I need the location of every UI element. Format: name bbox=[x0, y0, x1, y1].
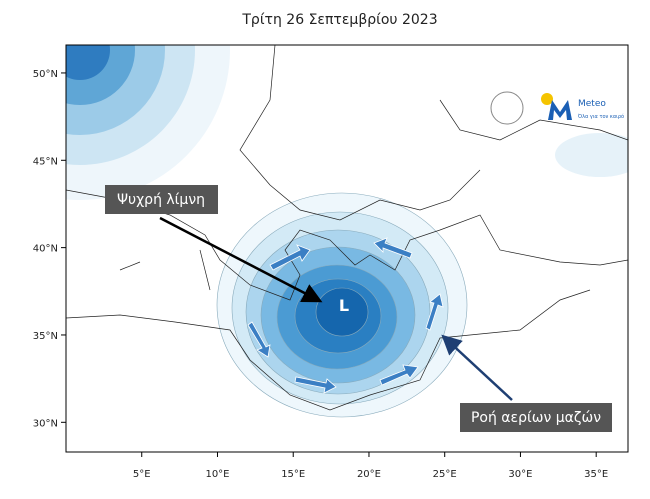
contour bbox=[555, 133, 628, 177]
x-tick-label: 15°E bbox=[281, 469, 305, 480]
flow-arrows bbox=[247, 237, 444, 394]
label-box bbox=[460, 403, 612, 432]
title: Τρίτη 26 Σεπτεμβρίου 2023 bbox=[241, 12, 437, 28]
cold-pool-label: Ψυχρή λίμνη bbox=[117, 192, 205, 208]
map-area: L Ψυχρή λίμνη Ροή αερίων μαζών Meteo Όλα… bbox=[66, 45, 628, 432]
emblem bbox=[490, 91, 524, 125]
upper-low-contours bbox=[66, 45, 230, 200]
arrow bbox=[441, 334, 513, 401]
logo-sun bbox=[541, 93, 553, 105]
arrow bbox=[159, 216, 323, 303]
logo-tagline: Όλα για τον καιρό bbox=[577, 113, 624, 120]
y-tick-label: 30°N bbox=[33, 418, 58, 429]
flow-label: Ροή αερίων μαζών bbox=[471, 410, 601, 426]
x-tick-label: 20°E bbox=[357, 469, 381, 480]
x-tick-label: 30°E bbox=[508, 469, 532, 480]
frame bbox=[65, 44, 629, 453]
label-box bbox=[105, 185, 218, 214]
logo-name: Meteo bbox=[578, 99, 606, 109]
y-tick-label: 50°N bbox=[33, 69, 58, 80]
x-tick-label: 25°E bbox=[433, 469, 457, 480]
y-tick-label: 45°N bbox=[33, 156, 58, 167]
y-tick-label: 40°N bbox=[33, 244, 58, 255]
x-tick-label: 10°E bbox=[205, 469, 229, 480]
x-tick-label: 5°E bbox=[133, 469, 151, 480]
ticks: 5°E 10°E 15°E 20°E 25°E 30°E 35°E 30°N 35°N 40°N 4… bbox=[33, 69, 608, 480]
low-label: L bbox=[339, 296, 349, 315]
logo-mark bbox=[548, 100, 572, 120]
x-tick-label: 35°E bbox=[584, 469, 608, 480]
y-tick-label: 35°N bbox=[33, 331, 58, 342]
